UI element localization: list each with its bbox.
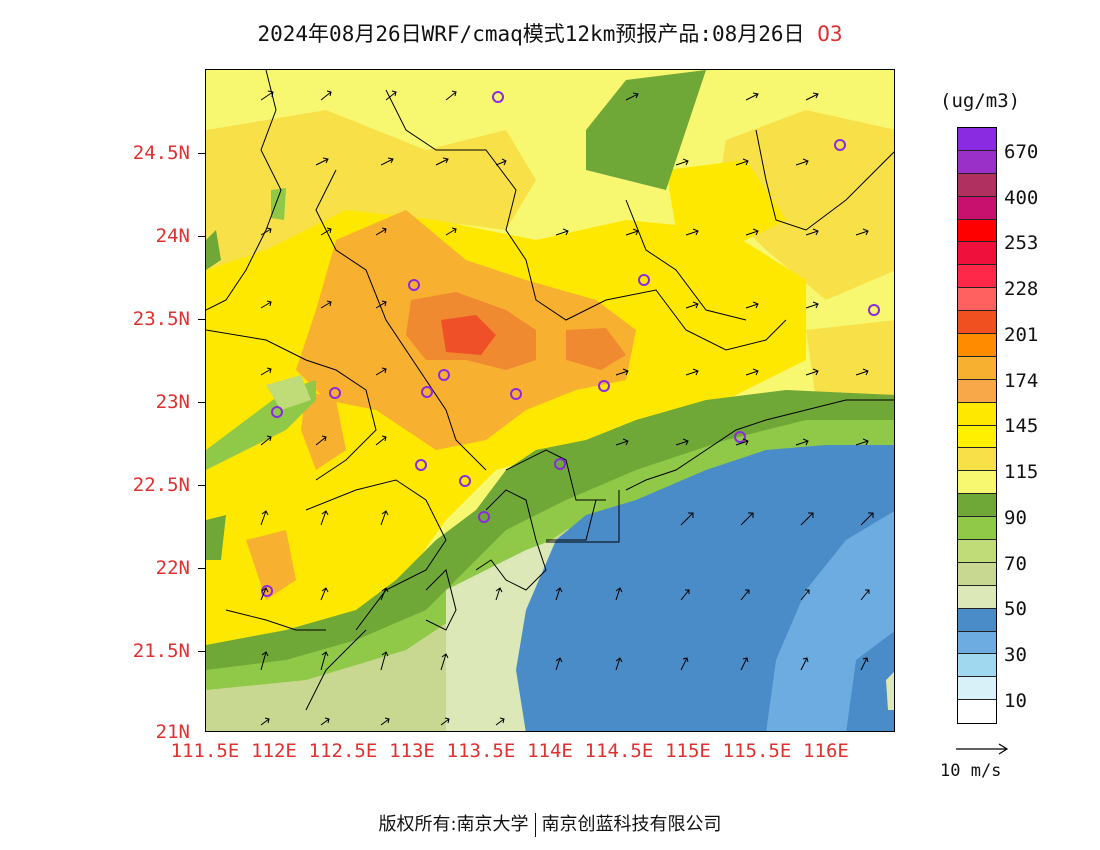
legend-label-253: 253 [1004, 232, 1039, 254]
footer-separator [534, 813, 536, 837]
legend-label-400: 400 [1004, 187, 1039, 209]
legend-swatch [958, 585, 996, 609]
lat-tick [198, 236, 205, 237]
legend-label-50: 50 [1004, 598, 1027, 620]
lat-label-22: 22N [155, 557, 190, 579]
legend-swatch [958, 517, 996, 541]
lon-label-114: 114E [527, 740, 573, 762]
legend-swatch [958, 150, 996, 174]
lat-tick [198, 319, 205, 320]
legend-swatch [958, 540, 996, 563]
legend-swatch [958, 173, 996, 197]
lat-tick [198, 651, 205, 652]
legend-label-228: 228 [1004, 278, 1039, 300]
legend-swatch [958, 311, 996, 335]
lon-label-116: 116E [803, 740, 849, 762]
lat-label-24-5: 24.5N [132, 142, 190, 164]
unit-label: (ug/m3) [940, 90, 1021, 112]
legend-swatch [958, 242, 996, 266]
legend-swatch [958, 219, 996, 243]
lon-label-111-5: 111.5E [170, 740, 240, 762]
lat-tick [198, 568, 205, 569]
footer-copyright: 版权所有:南京大学 南京创蓝科技有限公司 [0, 810, 1100, 837]
lon-label-115-5: 115.5E [722, 740, 792, 762]
lon-label-112: 112E [251, 740, 297, 762]
lat-label-24: 24N [155, 225, 190, 247]
lon-label-113: 113E [389, 740, 435, 762]
lon-label-115: 115E [665, 740, 711, 762]
legend-swatch [958, 448, 996, 472]
legend-swatch [958, 700, 996, 724]
lat-tick [198, 153, 205, 154]
legend-label-174: 174 [1004, 370, 1039, 392]
legend-swatch [958, 402, 996, 426]
footer-right: 南京创蓝科技有限公司 [541, 814, 722, 835]
color-legend [957, 127, 997, 725]
legend-swatch [958, 196, 996, 220]
legend-swatch [958, 654, 996, 678]
legend-label-115: 115 [1004, 461, 1039, 483]
legend-swatch [958, 631, 996, 655]
legend-swatch [958, 334, 996, 357]
legend-label-10: 10 [1004, 690, 1027, 712]
lat-label-21-5: 21.5N [132, 640, 190, 662]
legend-label-70: 70 [1004, 553, 1027, 575]
lat-tick [198, 402, 205, 403]
legend-label-201: 201 [1004, 324, 1039, 346]
legend-swatch [958, 562, 996, 586]
wind-reference-label: 10 m/s [940, 761, 1002, 781]
legend-swatch [958, 608, 996, 632]
legend-label-670: 670 [1004, 141, 1039, 163]
legend-swatch [958, 425, 996, 449]
map-title: 2024年08月26日WRF/cmaq模式12km预报产品:08月26日 O3 [0, 18, 1100, 48]
legend-swatch [958, 356, 996, 380]
legend-swatch [958, 128, 996, 151]
legend-swatch [958, 677, 996, 701]
footer-left: 版权所有:南京大学 [378, 814, 529, 835]
legend-swatch [958, 494, 996, 518]
lat-tick [198, 485, 205, 486]
o3-concentration-map[interactable] [205, 69, 895, 732]
lat-label-22-5: 22.5N [132, 474, 190, 496]
lon-label-113-5: 113.5E [446, 740, 516, 762]
lat-label-23-5: 23.5N [132, 308, 190, 330]
legend-label-30: 30 [1004, 644, 1027, 666]
legend-swatch [958, 265, 996, 289]
lat-label-23: 23N [155, 391, 190, 413]
legend-label-90: 90 [1004, 507, 1027, 529]
species-label: O3 [817, 22, 843, 46]
lon-label-114-5: 114.5E [584, 740, 654, 762]
map-canvas [206, 70, 894, 731]
legend-label-145: 145 [1004, 415, 1039, 437]
lat-label-21: 21N [155, 721, 190, 743]
title-text: 2024年08月26日WRF/cmaq模式12km预报产品:08月26日 [257, 22, 805, 46]
lon-label-112-5: 112.5E [308, 740, 378, 762]
legend-swatch [958, 288, 996, 312]
wind-reference-arrow-icon [956, 743, 1009, 755]
legend-swatch [958, 379, 996, 403]
legend-swatch [958, 471, 996, 495]
